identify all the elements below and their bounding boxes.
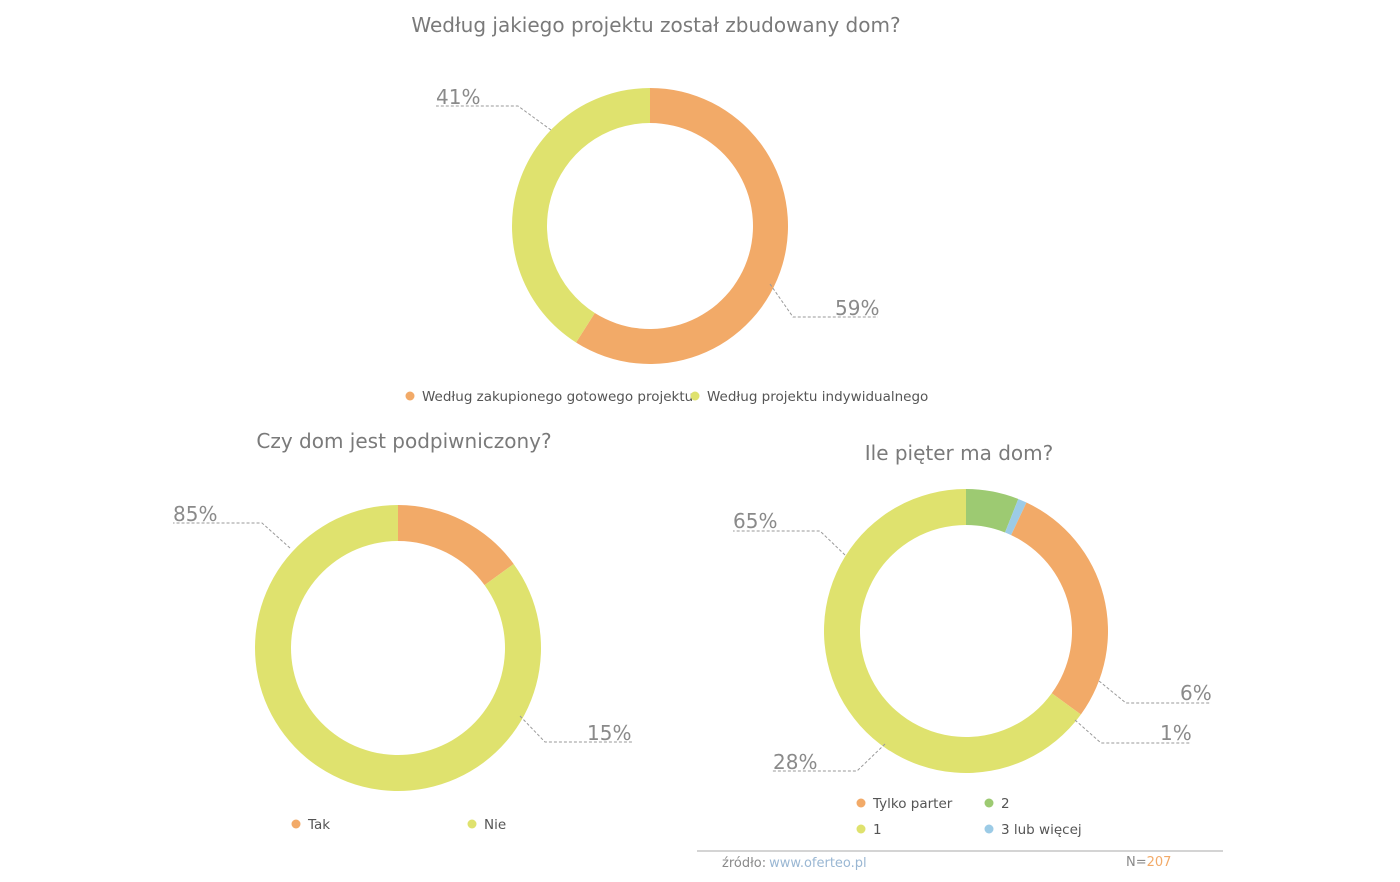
- legend-item: Nie: [467, 817, 506, 833]
- donut-slices: [823, 488, 1108, 773]
- legend: Tak Nie: [291, 817, 506, 833]
- leader-line: [769, 283, 878, 318]
- chart-title: Według jakiego projektu został zbudowany…: [411, 13, 900, 37]
- leader-line: [771, 743, 886, 772]
- donut-slices: [255, 504, 541, 791]
- legend-swatch: [467, 819, 477, 829]
- leader-line: [519, 715, 632, 743]
- donut-slice-2: [1005, 498, 1027, 536]
- chart-title: Ile pięter ma dom?: [865, 441, 1054, 465]
- donut-slice-1: [398, 505, 514, 586]
- legend-item: Według projektu indywidualnego: [690, 389, 928, 405]
- legend-label: Według projektu indywidualnego: [707, 389, 928, 405]
- legend-label: 1: [873, 822, 882, 838]
- slice-label: 1%: [1160, 721, 1192, 745]
- leader-line: [436, 105, 552, 131]
- slice-label: 15%: [587, 721, 631, 745]
- legend-item: Tak: [291, 817, 330, 833]
- legend-swatch: [405, 391, 415, 401]
- legend-label: 2: [1001, 796, 1010, 812]
- legend-swatch: [856, 798, 866, 808]
- slice-label: 28%: [773, 750, 817, 774]
- legend-item: 2: [984, 796, 1010, 812]
- source-label: źródło:: [722, 856, 766, 871]
- legend-item: Tylko parter: [856, 796, 953, 812]
- slice-labels: 6% 1% 28% 65%: [733, 509, 1212, 774]
- donut-slice-3: [1011, 502, 1108, 715]
- chart-project-type: Według jakiego projektu został zbudowany…: [405, 13, 928, 405]
- legend-item: 3 lub więcej: [984, 822, 1082, 838]
- source-link[interactable]: www.oferteo.pl: [769, 856, 867, 871]
- slice-label: 6%: [1180, 681, 1212, 705]
- chart-basement: Czy dom jest podpiwniczony? 15% 85% Tak Ni…: [173, 429, 632, 833]
- legend-label: Według zakupionego gotowego projektu: [422, 389, 693, 405]
- donut-slice-1: [576, 87, 789, 365]
- slice-label: 85%: [173, 502, 217, 526]
- legend: Według zakupionego gotowego projektu Wedł…: [405, 389, 928, 405]
- slice-label: 65%: [733, 509, 777, 533]
- legend-label: Tylko parter: [872, 796, 953, 812]
- slice-label: 41%: [436, 85, 480, 109]
- donut-slices: [512, 87, 789, 365]
- sample-size-label: N=: [1126, 855, 1147, 870]
- legend: Tylko parter 2 1 3 lub więcej: [856, 796, 1082, 838]
- slice-label: 59%: [835, 296, 879, 320]
- legend-swatch: [690, 391, 700, 401]
- chart-floors: Ile pięter ma dom? 6% 1% 28% 65% Tylko part…: [733, 441, 1212, 838]
- slice-labels: 15% 85%: [173, 502, 632, 745]
- chart-title: Czy dom jest podpiwniczony?: [256, 429, 551, 453]
- legend-item: 1: [856, 822, 882, 838]
- legend-label: Nie: [484, 817, 506, 833]
- legend-swatch: [856, 824, 866, 834]
- legend-item: Według zakupionego gotowego projektu: [405, 389, 693, 405]
- slice-labels: 59% 41%: [436, 85, 879, 320]
- donut-slice-1: [966, 489, 1019, 533]
- source-text: źródło: www.oferteo.pl: [722, 856, 867, 871]
- donut-slice-2: [512, 88, 650, 343]
- leader-line: [1098, 680, 1210, 704]
- sample-size-value: 207: [1147, 855, 1172, 870]
- legend-label: 3 lub więcej: [1001, 822, 1082, 838]
- leader-line: [1074, 719, 1190, 744]
- legend-swatch: [984, 824, 994, 834]
- footer: źródło: www.oferteo.pl N=207: [697, 850, 1223, 871]
- legend-swatch: [984, 798, 994, 808]
- leader-line: [733, 530, 846, 556]
- legend-swatch: [291, 819, 301, 829]
- sample-size: N=207: [1126, 855, 1171, 870]
- leader-line: [173, 522, 291, 549]
- legend-label: Tak: [307, 817, 330, 833]
